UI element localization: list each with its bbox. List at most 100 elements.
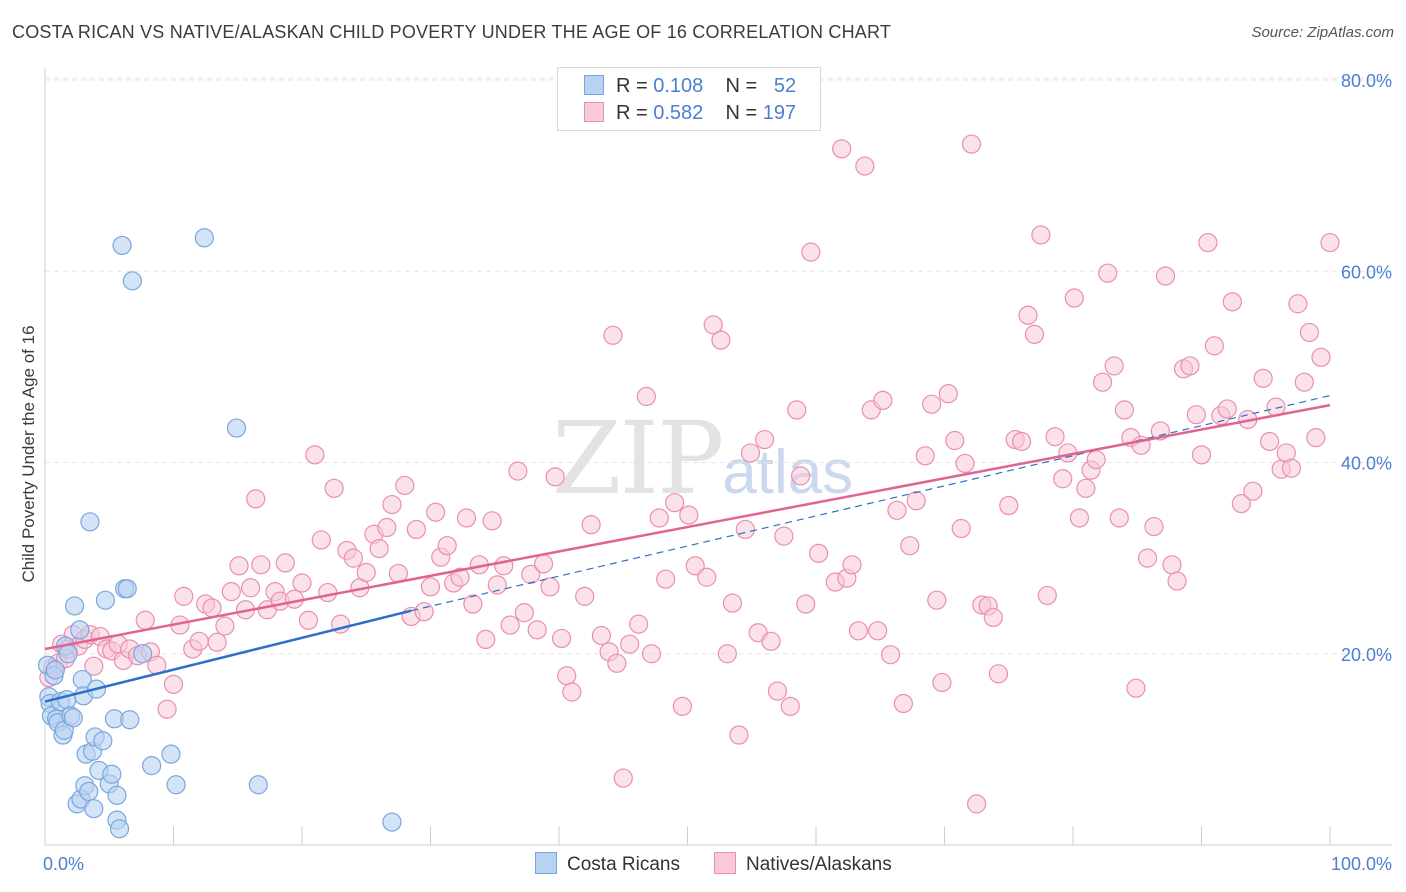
natives-alaskans-point	[1311, 347, 1331, 367]
natives-alaskans-point	[343, 548, 363, 568]
natives-alaskans-point	[540, 577, 560, 597]
natives-alaskans-point	[613, 768, 633, 788]
natives-alaskans-point	[679, 505, 699, 525]
costa-ricans-point	[382, 812, 402, 832]
natives-alaskans-point	[1011, 431, 1032, 452]
natives-alaskans-point	[796, 594, 816, 614]
natives-alaskans-point	[665, 493, 685, 513]
natives-alaskans-point	[414, 602, 434, 622]
natives-alaskans-point	[456, 508, 477, 528]
natives-alaskans-point	[207, 632, 227, 652]
natives-alaskans-point	[251, 555, 271, 575]
costa-ricans-point	[107, 785, 127, 805]
natives-alaskans-point	[685, 556, 705, 576]
source-label: Source: ZipAtlas.com	[1251, 24, 1394, 41]
natives-alaskans-point	[842, 555, 862, 575]
natives-alaskans-point	[893, 693, 913, 714]
trend-lines	[44, 394, 1331, 703]
axes	[44, 68, 1392, 846]
legend-swatch-blue	[584, 75, 604, 95]
natives-alaskans-point	[906, 491, 926, 511]
natives-alaskans-point	[656, 569, 676, 589]
natives-alaskans-trend-line	[44, 403, 1331, 651]
natives-alaskans-point	[533, 554, 554, 574]
natives-alaskans-point	[591, 625, 612, 646]
natives-alaskans-point	[1299, 322, 1320, 343]
natives-alaskans-point	[999, 495, 1019, 516]
natives-alaskans-point	[202, 598, 222, 618]
natives-alaskans-point	[1288, 294, 1308, 314]
chart-title: COSTA RICAN VS NATIVE/ALASKAN CHILD POVE…	[12, 22, 892, 42]
natives-alaskans-point	[305, 445, 325, 465]
natives-alaskans-point	[932, 672, 952, 693]
natives-alaskans-point	[246, 489, 266, 509]
natives-alaskans-point	[787, 400, 807, 420]
legend-r-value: 0.582	[653, 102, 704, 124]
natives-alaskans-point	[641, 644, 662, 664]
natives-alaskans-point	[711, 330, 731, 350]
natives-alaskans-point	[1155, 266, 1176, 286]
natives-alaskans-point	[915, 446, 935, 466]
natives-alaskans-point	[174, 586, 194, 606]
natives-alaskans-point	[1064, 288, 1084, 308]
costa-ricans-point	[161, 744, 181, 764]
natives-alaskans-point	[1098, 263, 1118, 283]
natives-alaskans-point	[406, 519, 426, 540]
natives-alaskans-point	[545, 467, 565, 487]
natives-alaskans-point	[450, 567, 470, 587]
costa-ricans-point	[79, 781, 99, 802]
natives-alaskans-point	[437, 536, 457, 556]
costa-ricans-point	[166, 775, 186, 795]
natives-alaskans-point	[382, 494, 402, 515]
legend-row-costa-ricans: R = 0.108 N = 52	[584, 75, 796, 101]
natives-alaskans-point	[135, 610, 155, 630]
natives-alaskans-point	[801, 242, 821, 262]
natives-alaskans-point	[1018, 305, 1038, 325]
natives-alaskans-point	[356, 562, 376, 583]
natives-alaskans-point	[1306, 428, 1326, 448]
natives-alaskans-point	[1191, 445, 1212, 465]
costa-ricans-point	[84, 799, 104, 819]
natives-alaskans-point	[873, 390, 893, 410]
natives-alaskans-point	[562, 682, 582, 702]
costa-ricans-point	[93, 731, 113, 751]
natives-alaskans-point	[1053, 469, 1073, 489]
natives-alaskans-point	[1024, 324, 1045, 344]
natives-alaskans-point	[1144, 516, 1164, 537]
costa-ricans-point	[142, 756, 162, 776]
natives-alaskans-point	[880, 645, 901, 665]
costa-ricans-point	[112, 235, 132, 256]
natives-alaskans-point	[767, 681, 788, 701]
natives-alaskans-point	[420, 577, 441, 597]
legend-swatch-pink	[584, 102, 604, 122]
costa-ricans-point	[102, 764, 122, 784]
legend-costa-ricans: Costa Ricans	[535, 852, 680, 876]
natives-alaskans-point	[945, 430, 965, 451]
natives-alaskans-point	[780, 696, 800, 716]
natives-alaskans-point	[636, 386, 656, 407]
natives-alaskans-point	[740, 443, 761, 463]
natives-alaskans-point	[324, 478, 344, 498]
y-tick-label: 60.0%	[1341, 262, 1392, 282]
natives-alaskans-point	[629, 614, 649, 634]
natives-alaskans-point	[927, 590, 947, 610]
natives-alaskans-point	[649, 508, 669, 528]
costa-ricans-point	[63, 708, 83, 728]
natives-alaskans-point	[729, 725, 749, 745]
natives-alaskans-point	[1198, 232, 1218, 253]
natives-alaskans-point	[1031, 225, 1051, 245]
costa-ricans-points	[37, 228, 402, 839]
natives-alaskans-point	[832, 139, 852, 159]
legend-row-natives-alaskans: R = 0.582 N = 197	[584, 102, 796, 128]
natives-alaskans-point	[215, 616, 235, 636]
natives-alaskans-point	[1037, 585, 1057, 606]
natives-alaskans-point	[761, 631, 781, 651]
natives-alaskans-point	[1167, 571, 1187, 591]
natives-alaskans-point	[672, 696, 692, 716]
natives-alaskans-point	[955, 453, 975, 474]
y-tick-label: 80.0%	[1341, 71, 1392, 91]
y-tick-label: 20.0%	[1341, 645, 1392, 665]
costa-ricans-point	[58, 644, 78, 664]
y-axis-label: Child Poverty Under the Age of 16	[19, 325, 38, 582]
